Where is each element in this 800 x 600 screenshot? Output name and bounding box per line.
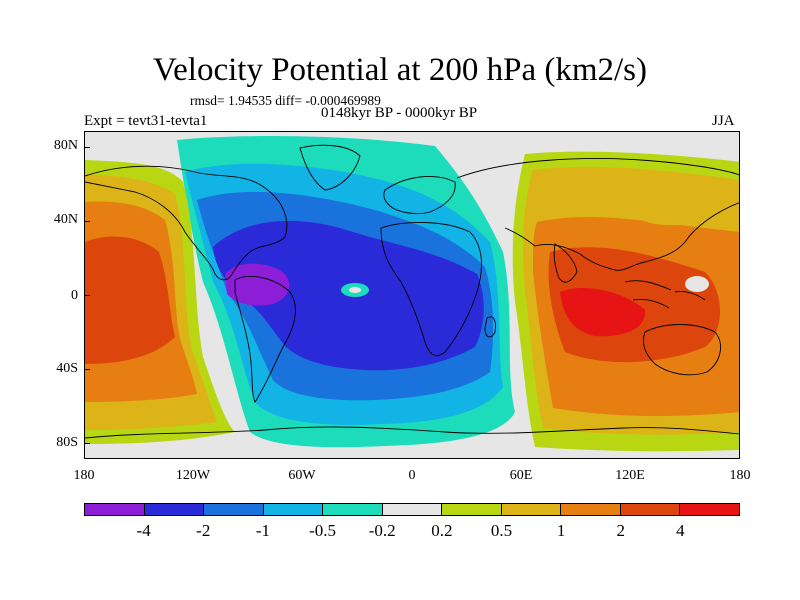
colorbar-swatch [263, 504, 324, 515]
north-america-coast [85, 165, 288, 281]
contour-pos-left-2 [85, 236, 175, 364]
lon-label-60e: 60E [509, 468, 533, 483]
colorbar-label: -0.2 [368, 521, 396, 540]
contour-pos-ne-patch [605, 185, 725, 226]
season-label: JJA [712, 113, 735, 129]
india-coast [553, 243, 578, 283]
contour-fill-layer [85, 136, 739, 452]
colorbar-swatch [680, 504, 740, 515]
colorbar-swatch [561, 504, 621, 515]
contour-neg-4 [225, 263, 290, 306]
coastline-layer [85, 144, 739, 439]
greenland-coast [299, 144, 361, 191]
period-label: 0148kyr BP - 0000kyr BP [321, 105, 478, 121]
rmsd-diff-stats: rmsd= 1.94535 diff= -0.000469989 [190, 93, 381, 108]
colorbar-swatch [85, 504, 145, 515]
colorbar-swatch [501, 504, 562, 515]
colorbar-swatch [442, 504, 502, 515]
lon-label-120w: 120W [175, 468, 211, 483]
lat-tick [84, 443, 90, 444]
colorbar-label: 2 [616, 521, 625, 540]
colorbar-swatch [323, 504, 383, 515]
lat-tick [84, 295, 90, 296]
colorbar-label: 0.5 [490, 521, 513, 540]
madagascar-coast [484, 316, 496, 338]
contour-neg-inner-core [349, 287, 361, 293]
colorbar-swatch [382, 504, 443, 515]
australia-coast [643, 324, 722, 376]
map-panel [84, 131, 740, 459]
contour-pos-island-patch [685, 276, 709, 292]
colorbar-label: -1 [255, 521, 270, 540]
lon-label-0: 0 [408, 468, 416, 483]
lat-label-80n: 80N [53, 138, 78, 153]
lat-label-0: 0 [71, 288, 78, 303]
velocity-potential-map [85, 132, 739, 458]
colorbar-label: -0.5 [309, 521, 336, 540]
south-america-coast [234, 276, 296, 403]
colorbar-label: 4 [676, 521, 685, 540]
lat-tick [84, 221, 90, 222]
colorbar [84, 503, 740, 516]
maritime-continent-coast [624, 280, 706, 309]
experiment-label: Expt = tevt31-tevta1 [84, 113, 208, 129]
lat-tick [84, 147, 90, 148]
africa-coast [380, 222, 482, 356]
lon-label-60w: 60W [288, 468, 316, 483]
europe-coast [383, 176, 456, 215]
antarctica-coast [85, 426, 739, 439]
map-title: Velocity Potential at 200 hPa (km2/s) [152, 52, 648, 88]
colorbar-label: -4 [136, 521, 151, 540]
colorbar-label: -2 [196, 521, 211, 540]
lon-label-180-left: 180 [73, 468, 95, 483]
lat-label-40n: 40N [53, 212, 78, 227]
lon-label-180-right: 180 [729, 468, 751, 483]
lat-tick [84, 369, 90, 370]
contour-pos-right-4 [560, 288, 646, 337]
colorbar-label: 0.2 [431, 521, 453, 540]
colorbar-swatch [620, 504, 681, 515]
colorbar-swatch [144, 504, 205, 515]
colorbar-label: 1 [556, 521, 566, 540]
colorbar-swatch [204, 504, 264, 515]
lat-label-40s: 40S [56, 361, 78, 376]
lat-label-80s: 80S [56, 435, 78, 450]
asia-coast [456, 158, 739, 271]
lon-label-120e: 120E [615, 468, 645, 483]
